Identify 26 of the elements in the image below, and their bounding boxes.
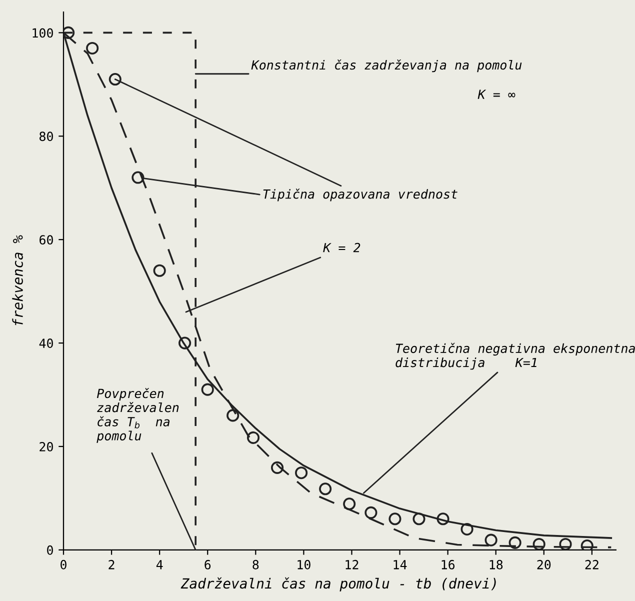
annotation: K = 2 [323, 242, 360, 252]
x-tick-label: 0 [60, 560, 66, 570]
x-tick-label: 20 [537, 560, 551, 570]
annotation: Tipična opazovana vrednost [263, 188, 458, 202]
x-tick-label: 12 [346, 560, 358, 570]
x-tick-label: 4 [156, 560, 163, 570]
x-axis-title: Zadrževalni čas na pomolu - tb (dnevi) [180, 577, 496, 592]
y-tick-label: 40 [39, 338, 53, 348]
y-tick-label: 20 [40, 442, 53, 452]
y-tick-label: 0 [47, 545, 53, 555]
annotation: K = ∞ [478, 90, 516, 99]
annotation: Konstantni čas zadrževanja na pomolu [251, 60, 522, 72]
x-tick-label: 8 [252, 560, 259, 570]
x-tick-label: 6 [204, 560, 211, 570]
annotation: Teoretična negativna eksponentna distribucija K=1 [396, 342, 635, 370]
y-tick-label: 80 [40, 132, 53, 142]
x-tick-label: 18 [490, 560, 503, 570]
x-tick-label: 2 [108, 560, 114, 570]
x-tick-label: 16 [442, 560, 455, 570]
y-axis-title: frekvenca % [12, 235, 23, 326]
x-tick-label: 10 [298, 560, 310, 570]
x-tick-label: 22 [585, 560, 598, 570]
x-tick-label: 14 [394, 560, 407, 570]
y-tick-label: 60 [40, 235, 53, 245]
text: Povprečen zadrževalen čas T$_{b}$ na pomolu [96, 388, 179, 443]
y-tick-label: 100 [32, 28, 53, 38]
